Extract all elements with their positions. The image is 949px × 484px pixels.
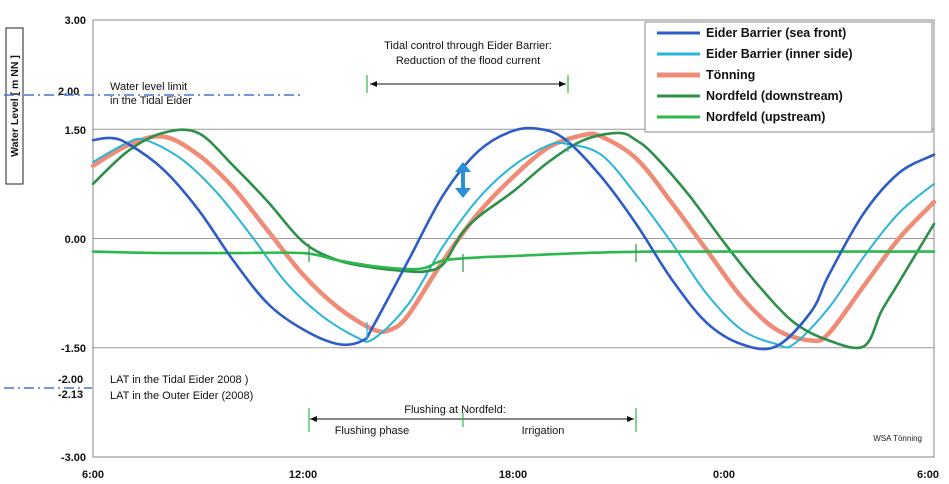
flushing-title-label: Flushing at Nordfeld: bbox=[404, 404, 506, 416]
irrigation-label: Irrigation bbox=[522, 425, 565, 437]
y-tick-label: 3.00 bbox=[65, 15, 86, 27]
water-limit-label-1: Water level limit bbox=[110, 81, 187, 93]
series-line-3 bbox=[90, 131, 937, 344]
tidal-control-label-2: Reduction of the flood current bbox=[396, 55, 540, 67]
credit-label: WSA Tönning bbox=[873, 434, 922, 443]
x-tick-label: 12:00 bbox=[289, 469, 317, 481]
lat-tidal-label: LAT in the Tidal Eider 2008 ) bbox=[110, 374, 248, 386]
tidal-control-span-arrow bbox=[366, 75, 569, 93]
legend-label: Eider Barrier (inner side) bbox=[706, 47, 853, 61]
y-axis-title: Water Level [ m NN ] bbox=[5, 27, 24, 185]
water-limit-label-2: in the Tidal Eider bbox=[110, 95, 192, 107]
y-tick-label: 2.00 bbox=[58, 86, 79, 98]
series-line-1 bbox=[91, 126, 936, 351]
legend-label: Eider Barrier (sea front) bbox=[706, 26, 846, 40]
x-tick-label: 18:00 bbox=[499, 469, 527, 481]
annotations: Water level limit in the Tidal Eider LAT… bbox=[110, 40, 922, 443]
reduction-double-arrow-icon bbox=[455, 162, 471, 198]
legend-label: Nordfeld (upstream) bbox=[706, 110, 825, 124]
x-tick-labels: 6:00 12:00 18:00 0:00 6:00 bbox=[82, 469, 939, 481]
lat-outer-label: LAT in the Outer Eider (2008) bbox=[110, 390, 253, 402]
y-tick-label: 0.00 bbox=[65, 234, 86, 246]
plot-frame bbox=[92, 19, 935, 458]
y-tick-labels: 3.00 2.00 1.50 0.00 -1.50 -2.00 -2.13 -3… bbox=[58, 15, 86, 464]
series-line-5 bbox=[91, 250, 936, 271]
y-tick-label: -1.50 bbox=[61, 343, 86, 355]
flushing-span-arrow bbox=[308, 408, 637, 432]
x-tick-label: 6:00 bbox=[917, 469, 939, 481]
series-layer bbox=[90, 126, 937, 351]
y-tick-label: -2.00 bbox=[58, 374, 83, 386]
series-line-4 bbox=[91, 128, 936, 350]
legend-label: Nordfeld (downstream) bbox=[706, 89, 843, 103]
y-tick-label: -3.00 bbox=[61, 452, 86, 464]
x-tick-label: 0:00 bbox=[713, 469, 735, 481]
flushing-phase-label: Flushing phase bbox=[335, 425, 410, 437]
legend-label: Tönning bbox=[706, 68, 755, 82]
reference-lines bbox=[4, 94, 300, 389]
series-line-2 bbox=[92, 137, 935, 349]
legend: Eider Barrier (sea front) Eider Barrier (… bbox=[644, 21, 933, 133]
y-tick-label: 1.50 bbox=[65, 125, 86, 137]
tidal-control-label-1: Tidal control through Eider Barrier: bbox=[384, 40, 552, 52]
y-tick-label: -2.13 bbox=[58, 389, 83, 401]
switch-markers bbox=[308, 138, 637, 340]
x-tick-label: 6:00 bbox=[82, 469, 104, 481]
y-axis-title-text: Water Level [ m NN ] bbox=[9, 55, 21, 157]
